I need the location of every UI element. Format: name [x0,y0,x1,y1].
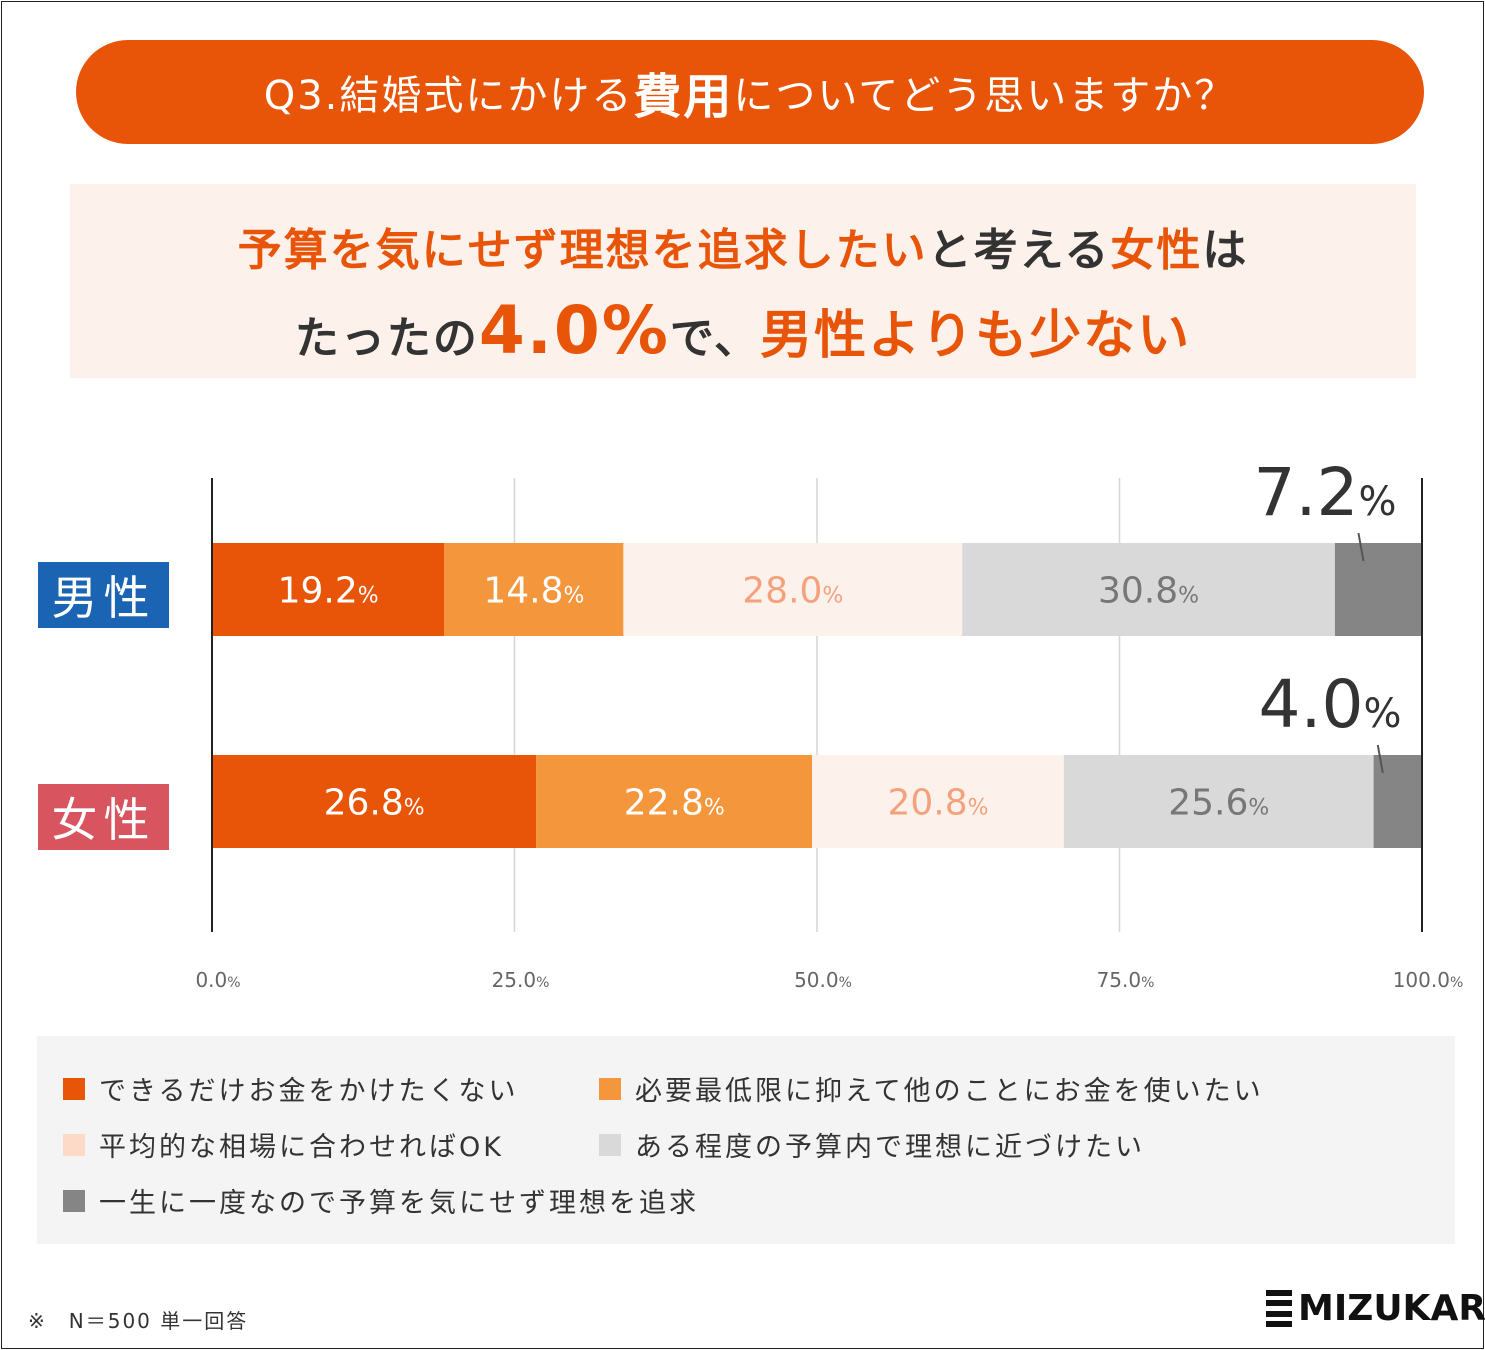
logo-text: MIZUKARA [1298,1288,1485,1329]
legend: できるだけお金をかけたくない 必要最低限に抑えて他のことにお金を使いたい 平均的… [37,1036,1455,1244]
headline-line-1: 予算を気にせず理想を追求したいと考える女性は [70,214,1416,278]
data-label: 30.8% [1098,571,1199,612]
headline-part: たったの [294,313,479,364]
data-label: 26.8% [324,783,425,824]
legend-label: できるだけお金をかけたくない [99,1076,519,1107]
headline-part: と考える [927,225,1111,276]
data-label-callout: 7.2% [1254,454,1397,531]
bar-segment [212,755,537,848]
headline-part: は [1202,225,1249,276]
legend-item: できるだけお金をかけたくない [63,1069,518,1108]
row-label-female: 女性 [38,784,169,850]
x-tick-label: 100.0% [1393,968,1464,992]
bar-segment [212,543,445,636]
x-tick-label: 75.0% [1097,968,1155,992]
x-tick-label: 25.0% [492,968,550,992]
headline-part: 男性よりも少ない [760,306,1192,366]
bar-segment [1334,543,1422,636]
footnote: ※ N＝500 単一回答 [28,1309,249,1333]
headline-part: 予算を気にせず理想を追求したい [237,225,928,276]
data-label: 20.8% [887,783,988,824]
data-label-callout: 4.0% [1259,666,1402,743]
row-label-male: 男性 [38,562,169,628]
legend-swatch [63,1189,85,1212]
legend-label: 平均的な相場に合わせればOK [99,1132,504,1163]
question-banner: Q3.結婚式にかける 費用 についてどう思いますか？ [76,40,1424,144]
bar-segment [812,755,1064,848]
question-emphasis: 費用 [633,69,734,125]
callout-line [1357,532,1365,562]
legend-item: 平均的な相場に合わせればOK [63,1125,504,1164]
bar-segment [623,543,963,636]
logo-icon [1266,1289,1292,1328]
bar-segment [1373,755,1422,848]
legend-swatch [63,1133,85,1156]
headline-line-2: たったの4.0%で、男性よりも少ない [70,292,1416,369]
data-label: 19.2% [278,571,379,612]
legend-swatch [599,1133,621,1156]
data-label: 14.8% [483,571,584,612]
legend-item: 一生に一度なので予算を気にせず理想を追求 [63,1181,699,1220]
legend-item: ある程度の予算内で理想に近づけたい [599,1125,1145,1164]
x-tick-label: 50.0% [794,968,852,992]
data-label: 25.6% [1168,783,1269,824]
headline-box: 予算を気にせず理想を追求したいと考える女性は たったの4.0%で、男性よりも少な… [70,184,1416,378]
headline-number: 4.0% [478,292,670,369]
legend-label: 一生に一度なので予算を気にせず理想を追求 [99,1188,699,1219]
headline-part: 女性 [1110,225,1203,276]
bar-segment [536,755,813,848]
x-tick-label: 0.0% [195,968,240,992]
legend-swatch [63,1077,85,1100]
stacked-bar-chart: 19.2% 14.8% 28.0% 30.8% 7.2% 26.8% 22.8% 20.8% 2… [195,454,1464,992]
legend-label: 必要最低限に抑えて他のことにお金を使いたい [635,1076,1264,1107]
bar-segment [962,543,1335,636]
data-label: 28.0% [742,571,843,612]
question-suffix: についてどう思いますか？ [733,73,1237,119]
legend-label: ある程度の予算内で理想に近づけたい [635,1132,1145,1163]
question-prefix: Q3.結婚式にかける [263,73,634,119]
legend-item: 必要最低限に抑えて他のことにお金を使いたい [599,1069,1264,1108]
headline-part: で、 [669,313,761,364]
data-label: 22.8% [624,783,725,824]
callout-line [1376,744,1384,774]
bar-segment [1063,755,1374,848]
bar-segment [444,543,624,636]
legend-swatch [599,1077,621,1100]
brand-logo: MIZUKARA [1266,1288,1485,1329]
